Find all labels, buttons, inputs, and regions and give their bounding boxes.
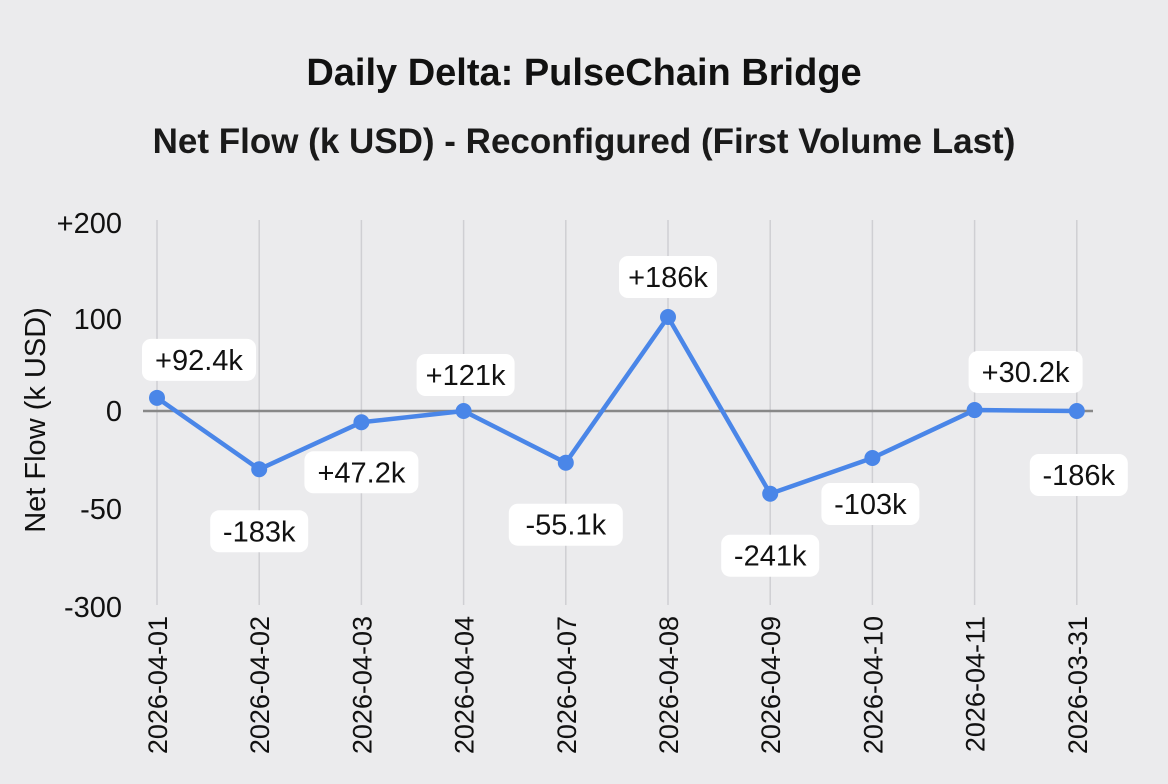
- data-label: -186k: [1029, 454, 1128, 496]
- data-point: [251, 461, 268, 478]
- data-point: [660, 309, 676, 325]
- x-tick-label: 2026-04-01: [143, 616, 173, 754]
- data-label-text: +47.2k: [317, 457, 405, 489]
- data-label: +30.2k: [968, 351, 1083, 394]
- series-path: [154, 314, 1080, 496]
- x-tick-label: 2026-03-31: [1063, 616, 1093, 754]
- x-tick-label: 2026-04-02: [245, 616, 275, 754]
- y-tick-label: +200: [57, 208, 122, 240]
- y-tick-label: 100: [74, 304, 122, 336]
- data-label: -55.1k: [508, 503, 623, 546]
- data-point: [1068, 403, 1085, 419]
- x-tick-label: 2026-04-04: [450, 616, 480, 754]
- data-label-text: +92.4k: [155, 345, 243, 377]
- data-label-text: -55.1k: [525, 510, 606, 542]
- data-label-box: [1029, 454, 1128, 496]
- data-label-box: [210, 510, 309, 553]
- data-label-box: [416, 354, 515, 396]
- data-label: -183k: [210, 510, 309, 553]
- data-label-box: [821, 483, 920, 525]
- data-label: -241k: [721, 534, 820, 577]
- data-label: +121k: [416, 354, 515, 396]
- data-label-box: [304, 451, 419, 494]
- data-label-text: +121k: [426, 360, 506, 392]
- data-label: +92.4k: [142, 338, 256, 381]
- chart-title: Daily Delta: PulseChain Bridge: [306, 52, 862, 94]
- y-axis-label: Net Flow (k USD): [20, 307, 52, 533]
- y-tick-label: -300: [64, 592, 122, 624]
- x-axis-ticks: 2026-04-01 2026-04-02 2026-04-03 2026-04-04…: [143, 616, 1093, 754]
- x-tick-label: 2026-04-11: [961, 616, 991, 752]
- data-label-box: [619, 256, 717, 298]
- data-label: +186k: [619, 256, 717, 298]
- data-label-text: +186k: [628, 262, 708, 294]
- series-line: [149, 309, 1085, 502]
- data-label-text: -183k: [223, 516, 296, 548]
- data-label: +47.2k: [304, 451, 419, 494]
- data-labels: +92.4k -183k +47.2k +121k -55.1k +186k -241k -1…: [142, 256, 1128, 577]
- data-label-text: +30.2k: [982, 357, 1070, 389]
- data-point: [966, 402, 983, 419]
- x-tick-label: 2026-04-08: [654, 616, 684, 754]
- x-tick-label: 2026-04-07: [552, 616, 582, 754]
- data-label-box: [508, 503, 623, 546]
- x-tick-label: 2026-04-10: [858, 616, 888, 754]
- x-tick-label: 2026-04-09: [756, 616, 786, 754]
- data-label-text: -241k: [734, 541, 807, 573]
- data-point: [762, 485, 779, 502]
- data-point: [353, 414, 370, 431]
- data-label: -103k: [821, 483, 920, 525]
- y-tick-label: -50: [80, 494, 122, 526]
- data-label-box: [721, 534, 820, 577]
- data-point: [557, 454, 574, 471]
- x-tick-label: 2026-04-03: [347, 616, 377, 754]
- y-tick-label: 0: [106, 396, 122, 428]
- data-label-text: -103k: [834, 489, 907, 521]
- data-point: [455, 403, 472, 419]
- data-label-box: [968, 351, 1083, 394]
- y-axis-ticks: +200 100 0 -50 -300: [57, 208, 122, 624]
- data-point: [149, 389, 165, 406]
- data-point: [864, 450, 881, 466]
- data-label-box: [142, 338, 256, 381]
- chart-subtitle: Net Flow (k USD) - Reconfigured (First V…: [152, 122, 1016, 161]
- data-label-text: -186k: [1043, 460, 1116, 492]
